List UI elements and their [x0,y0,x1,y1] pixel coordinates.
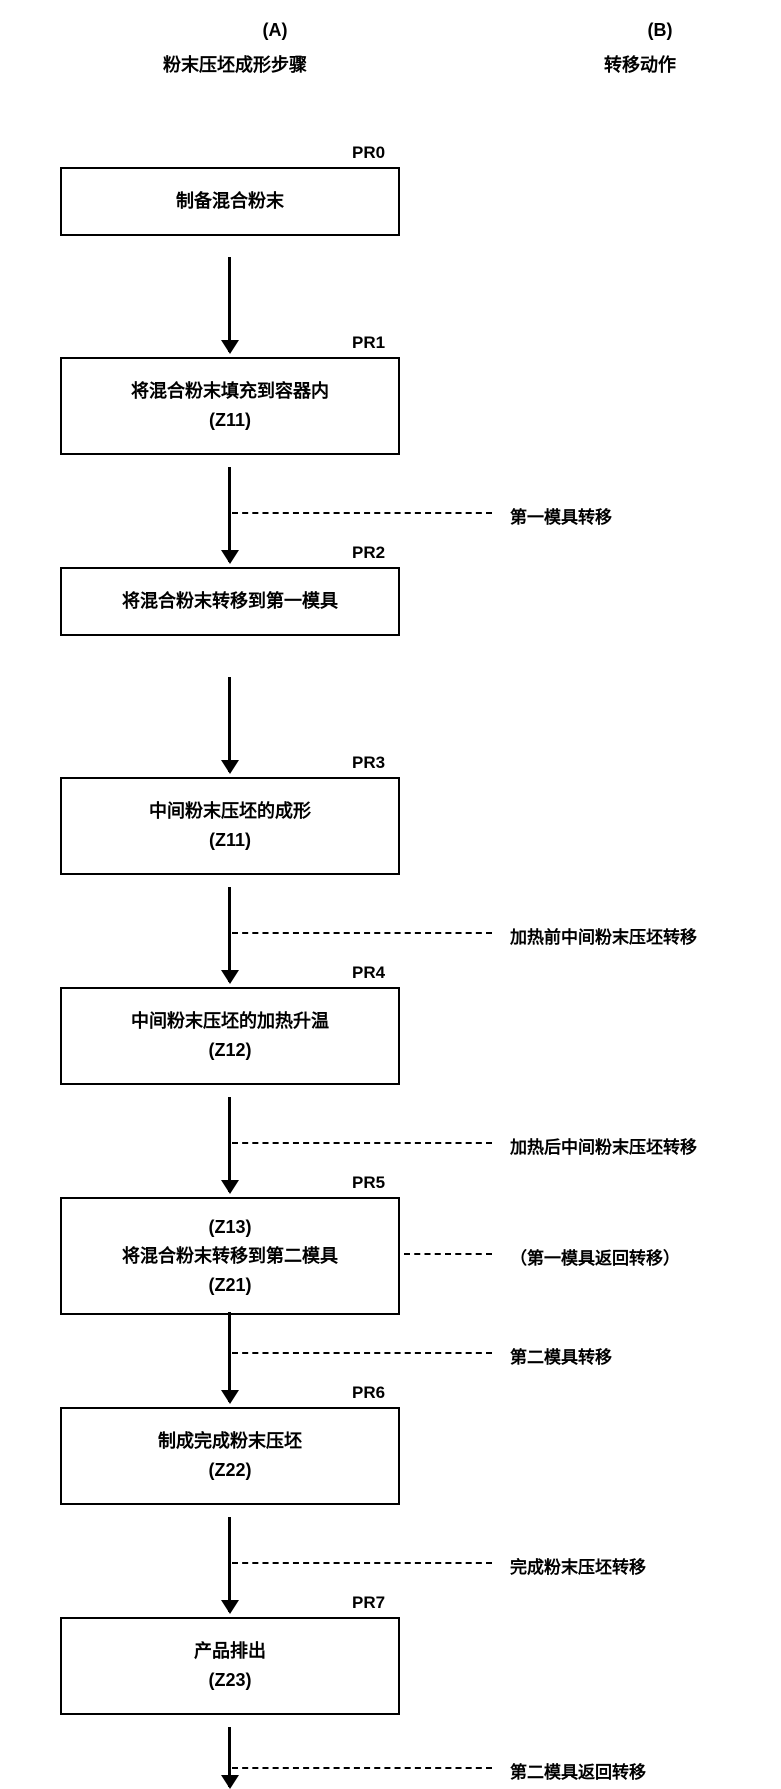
step-label-pr7: PR7 [352,1593,385,1613]
transfer-label-3: （第一模具返回转移） [510,1244,680,1269]
flow-arrow-0 [228,257,231,352]
step-title: 中间粉末压坯的加热升温 [72,1007,388,1036]
step-title: 将混合粉末转移到第一模具 [72,587,388,616]
column-subheaders: 粉末压坯成形步骤 转移动作 [10,51,771,77]
step-title: 产品排出 [72,1637,388,1666]
flow-arrow-1 [228,467,231,562]
step-box-pr0: 制备混合粉末 [60,167,400,236]
transfer-line-6 [232,1767,492,1769]
column-b-letter: (B) [560,20,760,41]
step-label-pr4: PR4 [352,963,385,983]
step-box-pr3: 中间粉末压坯的成形(Z11) [60,777,400,875]
step-box-pr7: 产品排出(Z23) [60,1617,400,1715]
column-a-letter: (A) [150,20,400,41]
column-headers: (A) (B) [10,20,771,41]
step-title: 将混合粉末填充到容器内 [72,377,388,406]
step-box-pr5: (Z13)将混合粉末转移到第二模具(Z21) [60,1197,400,1315]
flow-arrow-3 [228,887,231,982]
column-b-title: 转移动作 [540,51,740,77]
step-label-pr3: PR3 [352,753,385,773]
transfer-line-1 [232,932,492,934]
flow-arrow-7 [228,1727,231,1787]
step-zone: (Z12) [72,1036,388,1065]
step-box-pr4: 中间粉末压坯的加热升温(Z12) [60,987,400,1085]
step-label-pr2: PR2 [352,543,385,563]
step-label-pr1: PR1 [352,333,385,353]
step-box-pr6: 制成完成粉末压坯(Z22) [60,1407,400,1505]
step-label-pr5: PR5 [352,1173,385,1193]
transfer-label-1: 加热前中间粉末压坯转移 [510,923,697,948]
step-zone: (Z11) [72,406,388,435]
transfer-label-0: 第一模具转移 [510,503,612,528]
step-label-pr0: PR0 [352,143,385,163]
transfer-label-5: 完成粉末压坯转移 [510,1553,646,1578]
transfer-line-2 [232,1142,492,1144]
transfer-label-2: 加热后中间粉末压坯转移 [510,1133,697,1158]
step-title: 制成完成粉末压坯 [72,1427,388,1456]
step-zone: (Z21) [72,1271,388,1300]
step-title: 将混合粉末转移到第二模具 [72,1242,388,1271]
step-box-pr1: 将混合粉末填充到容器内(Z11) [60,357,400,455]
step-zone: (Z23) [72,1666,388,1695]
flow-arrow-4 [228,1097,231,1192]
step-title: 中间粉末压坯的成形 [72,797,388,826]
flow-arrow-2 [228,677,231,772]
step-label-pr6: PR6 [352,1383,385,1403]
transfer-label-4: 第二模具转移 [510,1343,612,1368]
flow-arrow-5 [228,1312,231,1402]
column-a-title: 粉末压坯成形步骤 [110,51,360,77]
step-zone-top: (Z13) [72,1213,388,1242]
transfer-line-5 [232,1562,492,1564]
step-zone: (Z11) [72,826,388,855]
transfer-line-0 [232,512,492,514]
step-box-pr2: 将混合粉末转移到第一模具 [60,567,400,636]
transfer-line-3 [404,1253,492,1255]
step-zone: (Z22) [72,1456,388,1485]
transfer-label-6: 第二模具返回转移 [510,1758,646,1783]
flowchart-container: PR0制备混合粉末PR1将混合粉末填充到容器内(Z11)PR2将混合粉末转移到第… [10,117,771,1717]
flow-arrow-6 [228,1517,231,1612]
transfer-line-4 [232,1352,492,1354]
step-title: 制备混合粉末 [72,187,388,216]
